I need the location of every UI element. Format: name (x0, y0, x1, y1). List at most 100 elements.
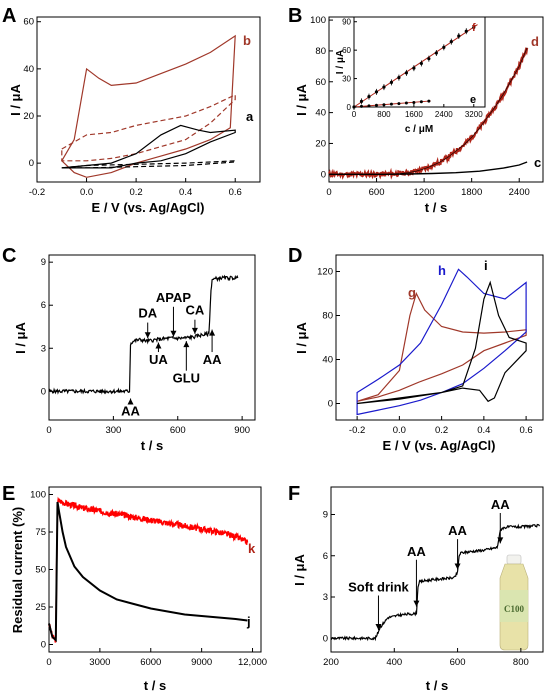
annotation-arrowhead (170, 330, 177, 337)
inset-xtick: 1600 (405, 110, 423, 119)
panel-e-xlabel: t / s (144, 678, 166, 693)
inset-ytick: 30 (342, 75, 351, 84)
panel-b: B 0 600 1200 1800 2400 0 20 40 60 80 100… (288, 5, 544, 215)
inset-curve-label-e: e (470, 94, 476, 106)
panel-a-ytick: 40 (23, 64, 34, 75)
panel-d-ytick: 120 (317, 267, 333, 278)
panel-a-ytick: 20 (23, 111, 34, 122)
panel-a: A -0.2 0.0 0.2 0.4 0.6 0 20 40 60 E / V … (2, 5, 261, 215)
panel-b-xlabel: t / s (425, 200, 447, 215)
inset-point-e (359, 104, 363, 108)
annotation-arrowhead (375, 624, 382, 630)
inset-point-f (419, 61, 423, 66)
panel-c-xtick: 600 (170, 425, 186, 436)
panel-e-ylabel: Residual current (%) (10, 507, 25, 633)
panel-d-frame (335, 254, 544, 421)
inset-point-f (442, 45, 446, 49)
panel-d-xtick: 0.4 (477, 425, 490, 436)
panel-b-ylabel: I / μA (294, 83, 309, 115)
panel-a-xtick: 0.6 (229, 187, 242, 198)
panel-d-xtick: 0.6 (519, 425, 532, 436)
panel-f-ytick: 3 (323, 592, 328, 603)
panel-b-ytick: 0 (321, 169, 326, 180)
panel-a-ylabel: I / μA (8, 83, 23, 115)
panel-e-xtick: 6000 (140, 657, 161, 668)
annotation-arrowhead (183, 341, 190, 348)
inset-ylabel: I / μA (335, 50, 346, 74)
panel-a-xtick: -0.2 (29, 187, 45, 198)
panel-c-label: C (2, 245, 16, 267)
panel-d-ylabel: I / μA (294, 321, 309, 353)
inset-point-f (434, 51, 438, 55)
series-line-k (48, 496, 249, 643)
panel-b-xtick: 600 (369, 187, 385, 198)
panel-c-ytick: 9 (41, 257, 46, 268)
panel-b-ytick: 40 (315, 108, 326, 119)
panel-b-xtick: 2400 (509, 187, 530, 198)
panel-a-xtick: 0.0 (80, 187, 93, 198)
amperometric-line (330, 523, 540, 642)
inset-point-f (457, 34, 461, 38)
panel-e-ytick: 75 (35, 527, 46, 538)
panel-e-xtick: 12,000 (238, 657, 267, 668)
panel-f-xlabel: t / s (426, 678, 448, 693)
panel-c-ytick: 3 (41, 343, 46, 354)
annotation-arrowhead (497, 537, 504, 544)
panel-e-ytick: 0 (41, 640, 46, 651)
panel-a-curve-label-b: b (243, 33, 251, 48)
inset-point-e (374, 103, 378, 107)
panel-d-ytick: 0 (328, 399, 333, 410)
cv-curve-b-dashed (61, 93, 236, 162)
panel-d-ytick: 40 (322, 355, 333, 366)
cv-curve-h (356, 268, 527, 416)
panel-e-ytick: 25 (35, 602, 46, 613)
panel-e-frame (48, 486, 262, 653)
inset-ytick: 60 (342, 46, 351, 55)
inset-xtick: 800 (377, 110, 391, 119)
panel-f-ytick: 6 (323, 551, 328, 562)
panel-a-curve-label-a: a (246, 109, 254, 124)
panel-d-curve-label-h: h (438, 263, 446, 278)
inset-point-f (404, 71, 408, 75)
panel-a-label: A (2, 5, 16, 27)
annotation-arrowhead (191, 327, 198, 334)
inset-point-f (382, 85, 386, 89)
panel-b-label: B (288, 5, 302, 27)
panel-f-ylabel: I / μA (292, 553, 307, 585)
cv-curve-a-dashed (61, 160, 236, 169)
annotation-arrowhead (155, 342, 162, 349)
annotation-label: APAP (156, 290, 191, 305)
annotation-arrowhead (209, 329, 216, 336)
panel-b-ytick: 20 (315, 138, 326, 149)
inset-point-f (374, 90, 379, 94)
inset-xlabel: c / μM (405, 124, 433, 135)
annotation-arrowhead (454, 563, 461, 570)
annotation-label: CA (186, 303, 205, 318)
inset-fit-line-f (353, 24, 478, 108)
cv-curve-b (61, 34, 236, 178)
panel-f-frame (330, 486, 544, 653)
panel-a-ytick: 0 (29, 158, 34, 169)
panel-f-ytick: 9 (323, 510, 328, 521)
annotation-label: Soft drink (348, 580, 409, 595)
panel-e-ytick: 100 (30, 490, 46, 501)
panel-d-xlabel: E / V (vs. Ag/AgCl) (383, 438, 496, 453)
inset-point-e (367, 104, 371, 108)
panel-b-xtick: 1800 (461, 187, 482, 198)
bottle-label-text: C100 (504, 604, 524, 614)
panel-d-ytick: 80 (322, 311, 333, 322)
inset-point-e (389, 102, 393, 106)
panel-a-xtick: 0.4 (179, 187, 192, 198)
panel-b-xtick: 0 (326, 187, 331, 198)
inset-point-f (397, 76, 401, 80)
panel-f-xtick: 200 (323, 657, 339, 668)
series-line-c (329, 161, 528, 175)
inset-point-f (367, 94, 371, 99)
panel-d-curve-label-i: i (484, 258, 488, 273)
inset-xtick: 0 (352, 110, 357, 119)
panel-e-ytick: 50 (35, 565, 46, 576)
annotation-label: AA (448, 523, 467, 538)
panel-c-ylabel: I / μA (13, 321, 28, 353)
inset-point-e (419, 100, 423, 104)
panel-c-frame (48, 254, 256, 421)
